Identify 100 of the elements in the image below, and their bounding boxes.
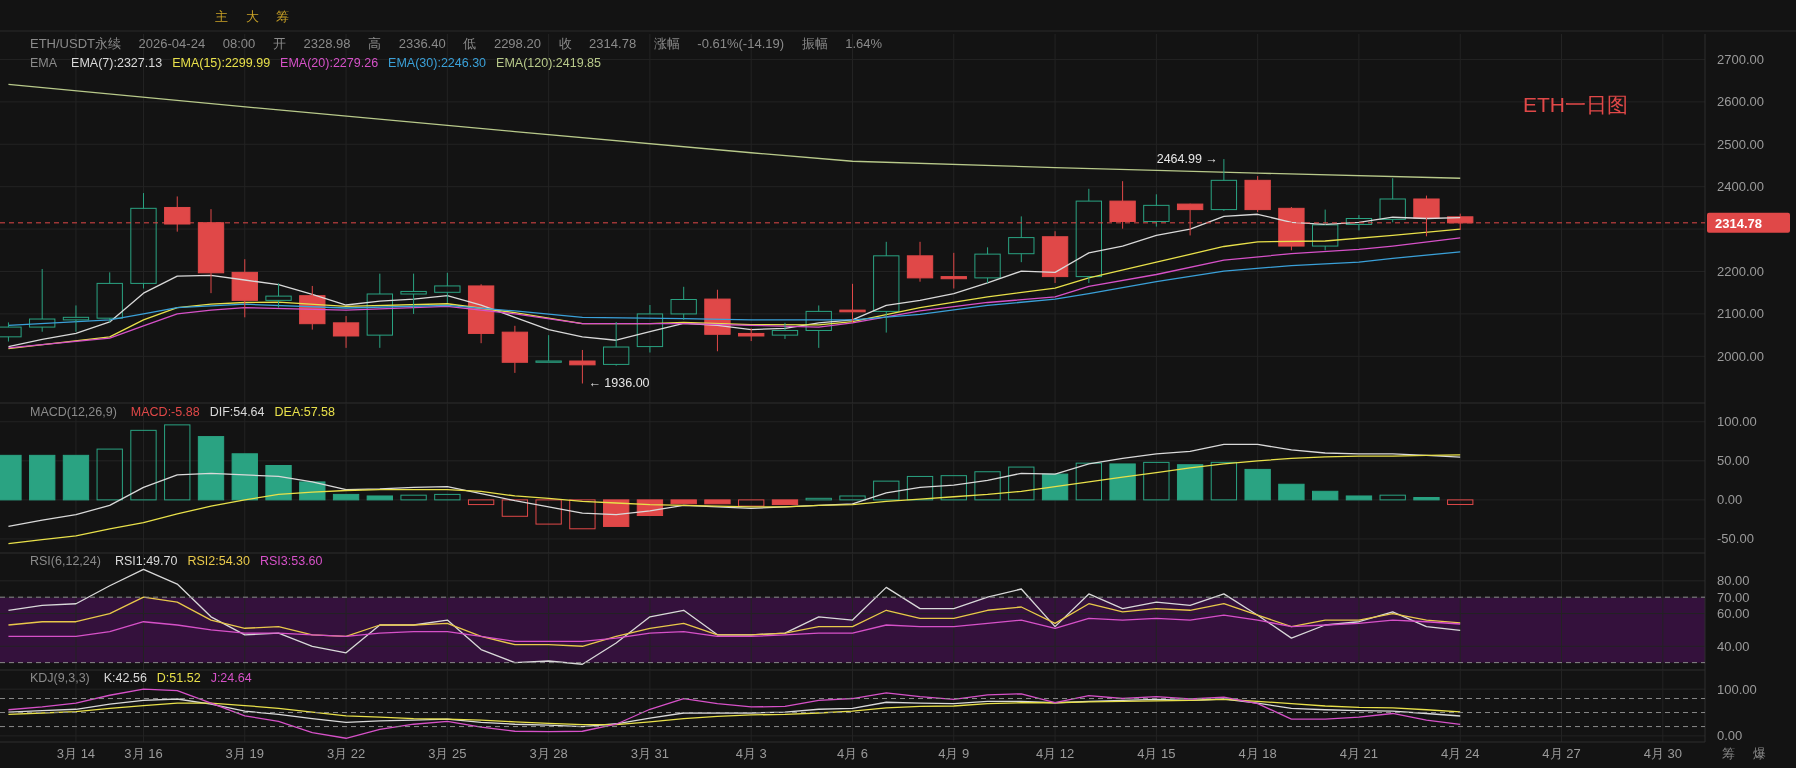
bar (96, 448, 123, 501)
x-tick-label: 3月 22 (326, 746, 366, 761)
line-series (7, 614, 1461, 643)
y-tick-label: 2400.00 (1717, 179, 1764, 195)
y-tick-label: 50.00 (1717, 453, 1750, 469)
line-series (7, 596, 1461, 647)
bar (906, 475, 934, 501)
candlestick (636, 304, 664, 354)
candlestick (1379, 177, 1406, 223)
bar (1210, 461, 1238, 501)
line-series (7, 454, 1461, 545)
candlestick (1008, 215, 1035, 263)
bar (467, 499, 495, 506)
y-tick-label: 100.00 (1717, 414, 1757, 430)
candlestick (434, 272, 461, 304)
candlestick (1041, 230, 1069, 284)
bar (1075, 462, 1102, 501)
bar (1041, 473, 1069, 501)
bar (974, 471, 1001, 501)
x-tick-label: 3月 31 (630, 746, 670, 761)
y-tick-label: 0.00 (1717, 492, 1743, 508)
x-tick-label: 3月 16 (124, 746, 163, 761)
x-tick-label: 4月 27 (1542, 746, 1581, 761)
candlestick (62, 304, 90, 333)
candlestick (231, 258, 258, 318)
x-tick-label: 3月 28 (529, 746, 568, 761)
candlestick (467, 283, 495, 344)
candlestick (265, 282, 292, 309)
bar (1447, 499, 1474, 505)
bar (332, 493, 360, 501)
text: DIF:54.64 (209, 405, 265, 419)
y-tick-label: 2600.00 (1717, 94, 1764, 110)
bar (771, 499, 799, 506)
bar (670, 499, 697, 505)
candlestick (670, 286, 697, 321)
candlestick (974, 246, 1001, 284)
y-tick-label: 2500.00 (1717, 136, 1764, 152)
x-tick-label: 4月 24 (1441, 746, 1480, 761)
candlestick (400, 273, 427, 315)
series-label: MACD:-5.88 (130, 405, 200, 419)
annotation: ETH/USDT永续 2026-04-24 08:00 开 2328.98 高 2336.40 低 2298.20 收 2314.78 涨幅 -0.61%(-14.19) 振幅 1.64% (30, 36, 883, 51)
bar (535, 499, 562, 525)
y-tick-label: 0.00 (1717, 728, 1743, 744)
text: EMA(30):2246.30 (388, 56, 487, 70)
y-tick-label: 40.00 (1717, 638, 1750, 654)
legend-title: EMA (30, 56, 58, 70)
candlestick (332, 315, 360, 349)
candlestick (940, 252, 967, 289)
y-tick-label: 2000.00 (1717, 348, 1764, 364)
bar (1413, 497, 1440, 501)
series-label: K:42.56 (103, 671, 147, 685)
candlestick (1345, 214, 1373, 231)
bar (400, 494, 427, 501)
bar (569, 499, 596, 530)
text: DEA:57.58 (274, 405, 336, 419)
annotation: ← 1936.00 (588, 376, 650, 391)
bar (1176, 464, 1204, 501)
y-tick-label: 80.00 (1717, 573, 1750, 589)
candlestick (1312, 209, 1339, 251)
bar (704, 499, 731, 505)
text: 主 大 筹 (215, 9, 290, 24)
candlestick (366, 273, 393, 349)
y-tick-label: -50.00 (1717, 531, 1754, 547)
bar (1312, 490, 1339, 501)
candlestick (1075, 188, 1102, 284)
candlestick (29, 268, 56, 333)
y-tick-label: 100.00 (1717, 681, 1757, 697)
legend-title: KDJ(9,3,3) (30, 671, 90, 685)
bar (231, 453, 258, 501)
text: RSI2:54.30 (187, 554, 251, 568)
candlestick (130, 192, 157, 289)
series-label: J:24.64 (210, 671, 252, 685)
candlestick (1143, 193, 1170, 228)
bar (1278, 483, 1305, 501)
x-tick-label: 3月 19 (225, 746, 264, 761)
bar (1109, 463, 1136, 501)
series-label: RSI1:49.70 (114, 554, 178, 568)
x-tick-label: 4月 18 (1238, 746, 1277, 761)
bar (29, 454, 56, 501)
bar (805, 497, 832, 501)
bar (434, 493, 461, 501)
line-series (7, 443, 1461, 528)
y-tick-label: 70.00 (1717, 589, 1750, 605)
bar (1143, 461, 1170, 501)
line-series (7, 688, 1461, 739)
bar (501, 499, 529, 517)
candlestick (873, 241, 900, 334)
legend-title: RSI(6,12,24) (30, 554, 101, 568)
x-tick-label: 4月 9 (938, 746, 970, 761)
x-tick-label: 4月 15 (1137, 746, 1176, 761)
x-tick-label: 4月 12 (1035, 746, 1075, 761)
candlestick (603, 321, 630, 365)
bar (62, 454, 90, 501)
candlestick (839, 283, 866, 324)
text: EMA(7):2327.13 (71, 56, 163, 70)
text: ETH一日图 (1523, 93, 1628, 116)
y-tick-label: 2100.00 (1717, 306, 1764, 322)
x-tick-label: 3月 14 (56, 746, 96, 761)
text: RSI3:53.60 (259, 554, 323, 568)
bar (873, 480, 900, 501)
